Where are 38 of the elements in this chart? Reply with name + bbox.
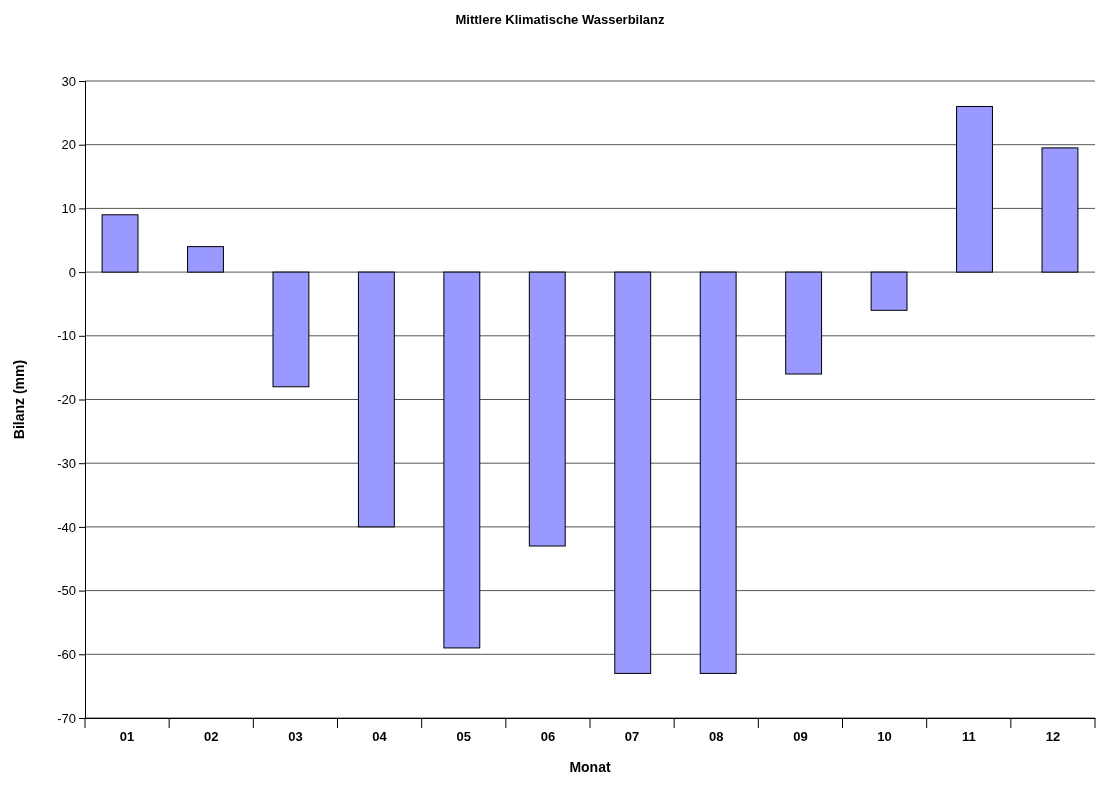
bar	[785, 271, 823, 375]
bar	[187, 246, 224, 273]
bar	[443, 271, 481, 649]
y-tick-label: -40	[57, 519, 76, 535]
bar	[101, 214, 139, 273]
y-tick-label: -70	[57, 710, 76, 726]
bar	[1041, 147, 1079, 273]
y-tick-label: 20	[61, 137, 76, 153]
bar	[870, 271, 908, 311]
y-tick-label: -20	[57, 392, 76, 408]
chart-title: Mittlere Klimatische Wasserbilanz	[455, 12, 666, 27]
x-tick-label: 11	[961, 729, 976, 745]
bar	[528, 271, 566, 547]
y-axis-title: Bilanz (mm)	[11, 359, 27, 440]
y-tick-label: 0	[68, 264, 76, 280]
x-tick-label: 09	[793, 729, 808, 745]
y-tick-label: 30	[61, 73, 76, 89]
x-tick-label: 04	[372, 729, 388, 745]
x-tick-label: 02	[204, 729, 219, 745]
bar	[699, 271, 737, 674]
x-tick-label: 10	[877, 729, 892, 745]
bar	[614, 271, 652, 674]
x-tick-label: 07	[624, 729, 640, 745]
y-tick-label: -50	[57, 583, 76, 599]
bar	[357, 271, 395, 528]
y-tick-label: -10	[57, 328, 76, 344]
x-tick-label: 05	[456, 729, 471, 745]
y-tick-label: -30	[57, 455, 76, 471]
bar	[272, 271, 310, 388]
x-tick-label: 01	[119, 729, 135, 745]
x-tick-label: 06	[540, 729, 556, 745]
y-tick-label: 10	[61, 201, 76, 217]
x-tick-label: 12	[1045, 729, 1061, 745]
x-tick-label: 08	[709, 729, 724, 745]
x-axis-title: Monat	[569, 759, 611, 775]
x-tick-label: 03	[288, 729, 303, 745]
y-tick-label: -60	[57, 646, 76, 662]
bar	[956, 105, 993, 273]
